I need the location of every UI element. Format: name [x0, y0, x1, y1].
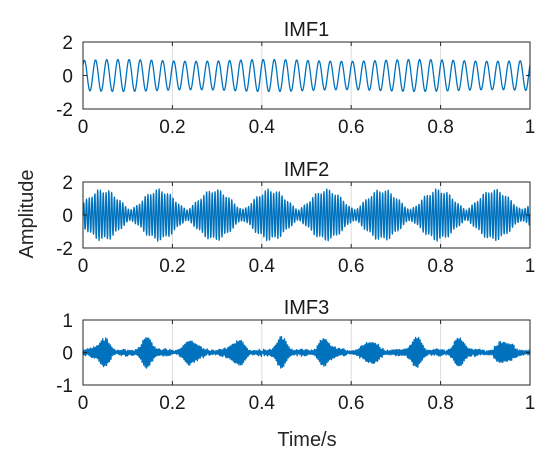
y-tick-label: -2 — [56, 100, 73, 121]
subplot-title: IMF2 — [284, 159, 330, 181]
x-tick-label: 0.8 — [427, 117, 453, 138]
x-tick-label: 0 — [78, 117, 89, 138]
x-tick-label: 1 — [525, 256, 536, 277]
x-tick-label: 0.4 — [249, 256, 276, 277]
x-tick-label: 0.4 — [249, 117, 276, 138]
x-tick-label: 1 — [525, 393, 536, 414]
subplot-title: IMF1 — [284, 19, 330, 41]
series-line-imf2 — [82, 188, 531, 242]
y-tick-label: 0 — [62, 206, 73, 227]
x-axis-label: Time/s — [277, 429, 336, 451]
y-tick-label: 2 — [62, 33, 73, 54]
series-line-imf1 — [82, 58, 531, 93]
series-line-imf3 — [82, 335, 531, 369]
y-axis-label: Amplitude — [16, 170, 38, 259]
axes-frame — [82, 41, 531, 110]
y-tick-label: 1 — [62, 311, 73, 332]
x-tick-label: 0.4 — [249, 393, 276, 414]
x-tick-label: 0.8 — [427, 256, 453, 277]
y-tick-label: -2 — [56, 239, 73, 260]
x-tick-label: 0.2 — [159, 256, 185, 277]
x-tick-label: 0.6 — [338, 256, 364, 277]
x-tick-label: 0.6 — [338, 117, 364, 138]
x-tick-label: 0 — [78, 393, 89, 414]
x-tick-label: 0.2 — [159, 393, 185, 414]
x-tick-label: 1 — [525, 117, 536, 138]
y-tick-label: 0 — [62, 344, 73, 365]
x-tick-label: 0 — [78, 256, 89, 277]
x-tick-label: 0.2 — [159, 117, 185, 138]
y-tick-label: 0 — [62, 67, 73, 88]
y-tick-label: 2 — [62, 173, 73, 194]
x-tick-label: 0.6 — [338, 393, 364, 414]
y-tick-label: -1 — [56, 376, 73, 397]
subplot-title: IMF3 — [284, 297, 330, 319]
x-tick-label: 0.8 — [427, 393, 453, 414]
